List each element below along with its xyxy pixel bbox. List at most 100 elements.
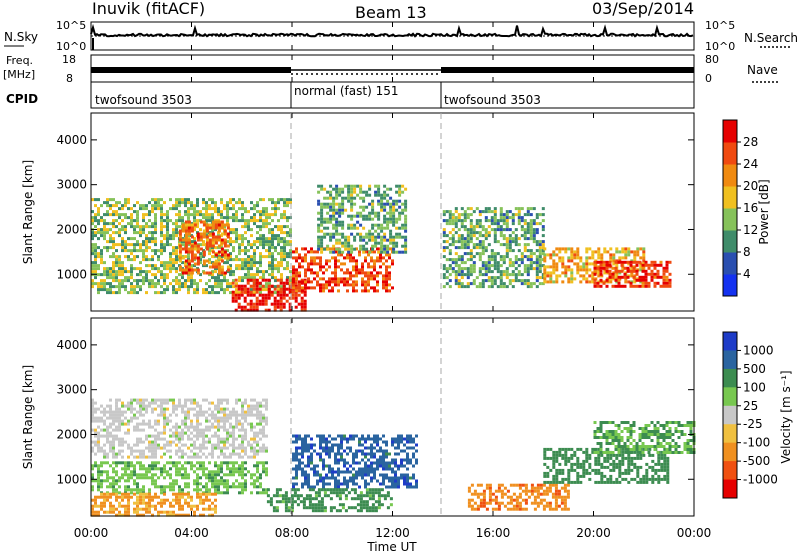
power-cell [654,276,657,279]
power-cell [224,233,227,236]
velocity-cell [154,435,157,438]
velocity-cell [214,473,217,476]
velocity-cell [337,471,340,474]
velocity-cell [97,417,100,420]
power-cell [337,280,340,283]
velocity-cell [295,477,298,480]
velocity-cell [145,408,148,411]
power-cell [536,231,539,234]
power-cell [188,230,191,233]
power-cell [364,286,367,289]
power-cell [295,277,298,280]
velocity-cell [205,485,208,488]
velocity-cell [340,447,343,450]
power-cell [376,247,379,250]
power-cell [458,267,461,270]
power-cell [347,200,350,203]
velocity-cell [154,508,157,511]
velocity-cell [292,441,295,444]
power-cell [443,219,446,222]
power-cell [97,231,100,234]
power-cell [319,265,322,268]
velocity-cell [100,464,103,467]
power-cell [382,274,385,277]
power-cell [188,224,191,227]
velocity-cell [163,502,166,505]
velocity-cell [121,476,124,479]
power-cell [94,213,97,216]
power-cell [542,240,545,243]
velocity-cell [214,414,217,417]
velocity-cell [244,429,247,432]
power-cell [205,201,208,204]
power-cell [238,306,241,309]
power-cell [253,243,256,246]
velocity-cell [307,477,310,480]
power-cell [271,240,274,243]
power-cell [292,277,295,280]
power-cell [386,239,389,242]
velocity-cell [232,467,235,470]
power-cell [175,261,178,264]
power-cell [100,204,103,207]
velocity-cell [270,497,273,500]
power-cell [166,288,169,291]
velocity-cell [223,429,226,432]
power-cell [558,259,561,262]
power-cell [512,285,515,288]
power-cell [464,246,467,249]
power-cell [398,215,401,218]
velocity-cell [175,473,178,476]
velocity-cell [235,438,238,441]
power-cell [543,259,546,262]
power-cell [227,224,230,227]
power-cell [166,273,169,276]
power-cell [271,201,274,204]
power-cell [494,255,497,258]
power-cell [154,285,157,288]
velocity-cell [238,485,241,488]
power-cell [280,288,283,291]
velocity-cell [259,432,262,435]
power-cell [188,251,191,254]
power-cell [657,270,660,273]
velocity-cell [355,483,358,486]
power-cell [271,252,274,255]
velocity-cell [181,453,184,456]
power-cell [175,279,178,282]
velocity-cell [409,441,412,444]
power-cell [600,264,603,267]
power-cell [386,224,389,227]
power-cell [283,306,286,309]
power-cell [118,255,121,258]
power-cell [182,248,185,251]
velocity-cell [157,476,160,479]
power-cell [142,243,145,246]
velocity-cell [397,480,400,483]
velocity-cell [229,461,232,464]
velocity-cell [133,511,136,514]
power-cell [627,261,630,264]
velocity-cell [270,500,273,503]
power-cell [518,279,521,282]
power-cell [232,228,235,231]
power-cell [386,203,389,206]
velocity-cell [205,482,208,485]
velocity-cell [151,473,154,476]
velocity-cell [223,482,226,485]
velocity-cell [103,479,106,482]
velocity-cell [349,450,352,453]
power-cell [461,213,464,216]
velocity-cell [250,447,253,450]
power-cell [464,216,467,219]
power-cell [582,268,585,271]
velocity-cell [385,468,388,471]
power-cell [94,261,97,264]
power-cell [124,279,127,282]
velocity-cell [160,467,163,470]
power-cell [404,215,407,218]
power-cell [178,282,181,285]
power-cell [582,262,585,265]
power-cell [133,219,136,222]
power-cell [518,237,521,240]
